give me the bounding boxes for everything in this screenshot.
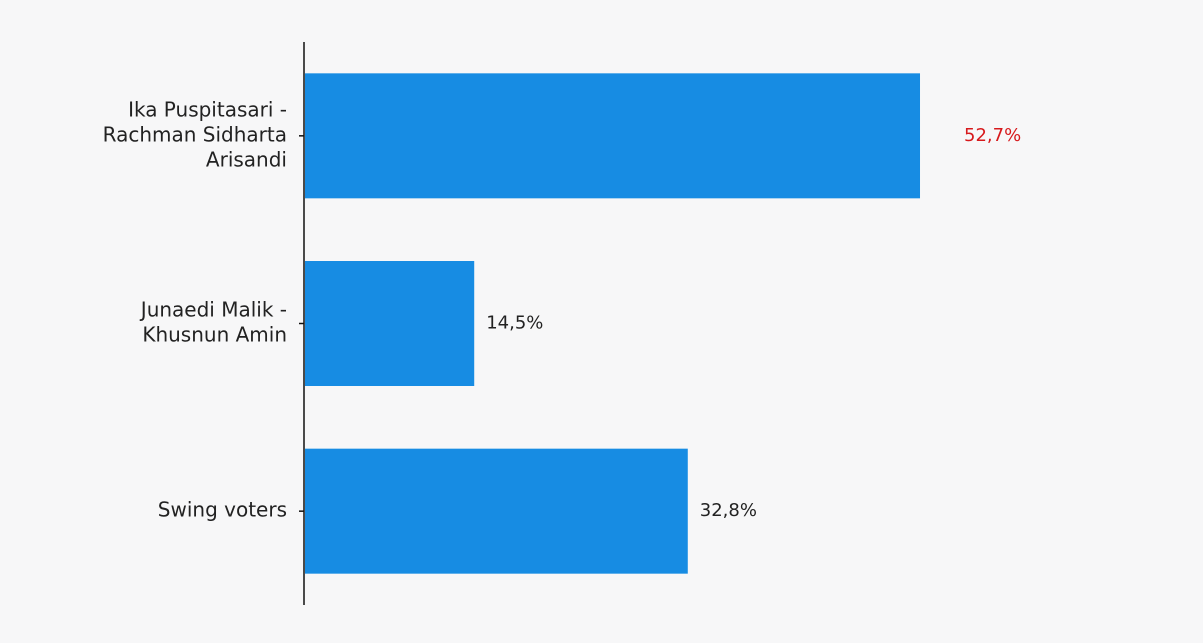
category-label-line: Rachman Sidharta: [103, 122, 287, 146]
bar-2: [305, 448, 688, 574]
bar-0: [305, 73, 921, 199]
value-label-1: 14,5%: [486, 313, 543, 334]
value-label-0: 52,7%: [964, 125, 1021, 146]
category-label-2: Swing voters: [158, 498, 287, 522]
value-label-2: 32,8%: [700, 500, 757, 521]
category-label-line: Khusnun Amin: [142, 323, 287, 347]
category-label-1: Junaedi Malik -Khusnun Amin: [139, 298, 287, 347]
category-label-0: Ika Puspitasari -Rachman Sidharta Arisand…: [103, 97, 287, 171]
category-label-line: Swing voters: [158, 498, 287, 522]
category-label-line: Arisandi: [206, 147, 287, 171]
bar-1: [305, 261, 475, 386]
category-label-line: Junaedi Malik -: [139, 298, 287, 322]
category-label-line: Ika Puspitasari -: [128, 97, 287, 121]
